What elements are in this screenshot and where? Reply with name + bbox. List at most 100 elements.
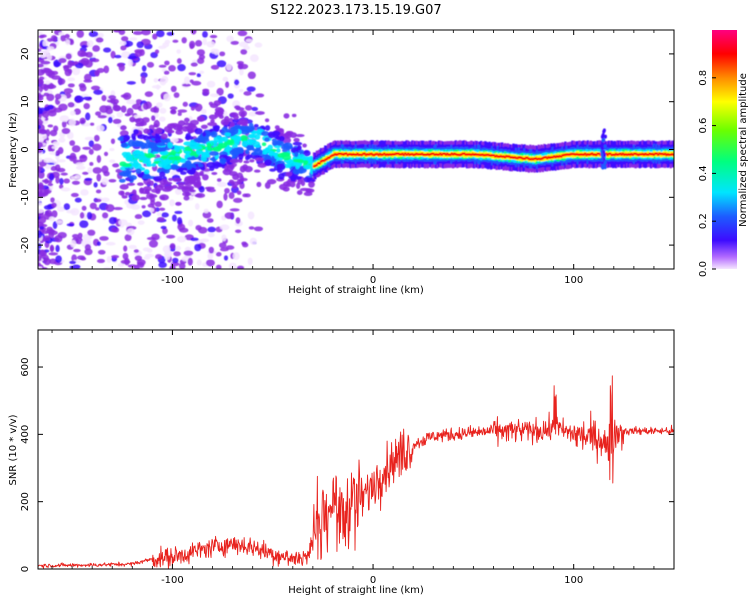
spectrogram-cell (158, 261, 167, 268)
spectrogram-cell (349, 152, 352, 156)
spectrogram-cell (150, 107, 158, 113)
spectrogram-cell (172, 257, 179, 264)
spectrogram-cell (256, 129, 263, 133)
spectrogram-cell (239, 68, 244, 76)
spectrogram-cell (76, 30, 84, 38)
spectrogram-cell (190, 30, 197, 35)
spectrogram-cell (317, 162, 320, 165)
spectrogram-cell (155, 188, 161, 195)
spectrogram-cell (526, 156, 529, 160)
spectrogram-cell (390, 153, 393, 156)
spectrogram-cell (179, 171, 187, 175)
spectrogram-cell (246, 86, 256, 92)
spectrogram-ylabel: Frequency (Hz) (8, 112, 19, 188)
spectrogram-cell (72, 264, 81, 269)
spectrogram-cell (144, 91, 154, 97)
spectrogram-cell (54, 164, 61, 172)
spectrogram-cell (582, 153, 585, 156)
spectrogram-cell (626, 153, 629, 157)
spectrogram-cell (367, 153, 370, 156)
spectrogram-cell (174, 210, 183, 215)
spectrogram-cell (177, 64, 186, 72)
spectrogram-cell (127, 139, 135, 147)
spectrogram-cell (206, 187, 211, 192)
spectrogram-cell (194, 203, 200, 210)
spectrogram-cell (121, 163, 132, 168)
spectrogram-cell (134, 214, 143, 220)
spectrogram-cell (592, 153, 595, 156)
spectrogram-cell (47, 104, 54, 110)
spectrogram-cell (461, 152, 465, 155)
spectrogram-cell (59, 184, 64, 189)
spectrogram-cell (214, 110, 224, 116)
spectrogram-cell (193, 182, 202, 189)
spectrogram-cell (50, 197, 55, 203)
spectrogram-cell (225, 245, 235, 250)
spectrogram-cell (468, 153, 472, 156)
spectrogram-cell (69, 155, 77, 162)
spectrogram-cell (118, 190, 125, 196)
spectrogram-cell (242, 164, 248, 171)
spectrogram-cell (633, 152, 636, 156)
spectrogram-cell (159, 107, 167, 114)
spectrogram-cell (498, 155, 501, 158)
spectrogram-cell (46, 180, 53, 184)
spectrogram-cell (184, 190, 190, 197)
snr-xtick-label: -100 (161, 575, 184, 586)
spectrogram-cell (366, 153, 369, 156)
spectrogram-cell (499, 154, 502, 158)
spectrogram-cell (599, 153, 602, 156)
spectrogram-cell (158, 64, 167, 68)
spectrogram-cell (79, 212, 85, 219)
spectrogram-cell (238, 41, 249, 48)
spectrogram-cell (93, 134, 100, 142)
spectrogram-cell (456, 153, 459, 157)
spectrogram-cell (236, 265, 245, 269)
spectrogram-cell (248, 226, 255, 230)
spectrogram-cell (164, 251, 173, 257)
spectrogram-cell (168, 177, 174, 181)
spectrogram-cell (655, 152, 658, 155)
spectrogram-cell (670, 152, 674, 156)
spectrogram-cell (394, 152, 397, 156)
spectrogram-cell (402, 150, 406, 157)
spectrogram-cell (244, 193, 251, 198)
spectrogram-cell (129, 37, 138, 41)
spectrogram-cell (488, 154, 491, 157)
spectrogram-cell (92, 143, 102, 151)
spectrogram-cell (227, 93, 234, 99)
spectrogram-cell (154, 146, 164, 153)
spectrogram-cell (47, 183, 54, 187)
spectrogram-cell (187, 219, 194, 227)
spectrogram-cell (38, 208, 45, 214)
spectrogram-cell (97, 115, 107, 119)
spectrogram-cell (202, 37, 207, 46)
spectrogram-cell (155, 133, 160, 137)
spectrogram-cell (89, 122, 95, 126)
spectrogram-cell (70, 239, 77, 248)
spectrogram-cell (318, 162, 321, 165)
spectrogram-cell (103, 151, 109, 157)
spectrogram-cell (292, 141, 303, 146)
spectrogram-cell (554, 155, 557, 159)
spectrogram-cell (513, 156, 516, 159)
spectrogram-cell (38, 141, 44, 148)
spectrogram-cell (610, 153, 613, 157)
spectrogram-cell (574, 153, 577, 156)
spectrogram-cell (247, 146, 255, 151)
colorbar-label: Normalized spectral amplitude (738, 73, 749, 227)
spectrogram-cell (229, 158, 240, 164)
spectrogram-cell (142, 210, 152, 218)
spectrogram-cell (324, 158, 327, 162)
spectrogram-cell (110, 98, 119, 105)
spectrogram-cell (84, 177, 93, 181)
snr-panel: -100 0 100 0 200 400 600 Height of straight li… (8, 329, 675, 596)
spectrogram-cell (56, 206, 66, 212)
spectrogram-cell (120, 105, 127, 113)
spectrogram-cell (585, 153, 588, 157)
spectrogram-cell (142, 247, 151, 252)
spectrogram-cell (354, 153, 358, 156)
spectrogram-cell (602, 129, 606, 134)
spectrogram-cell (345, 152, 348, 155)
